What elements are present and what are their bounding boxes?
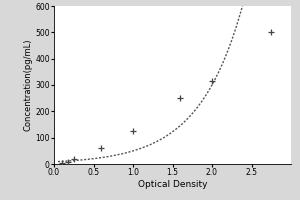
Y-axis label: Concentration(pg/mL): Concentration(pg/mL): [23, 39, 32, 131]
X-axis label: Optical Density: Optical Density: [138, 180, 207, 189]
